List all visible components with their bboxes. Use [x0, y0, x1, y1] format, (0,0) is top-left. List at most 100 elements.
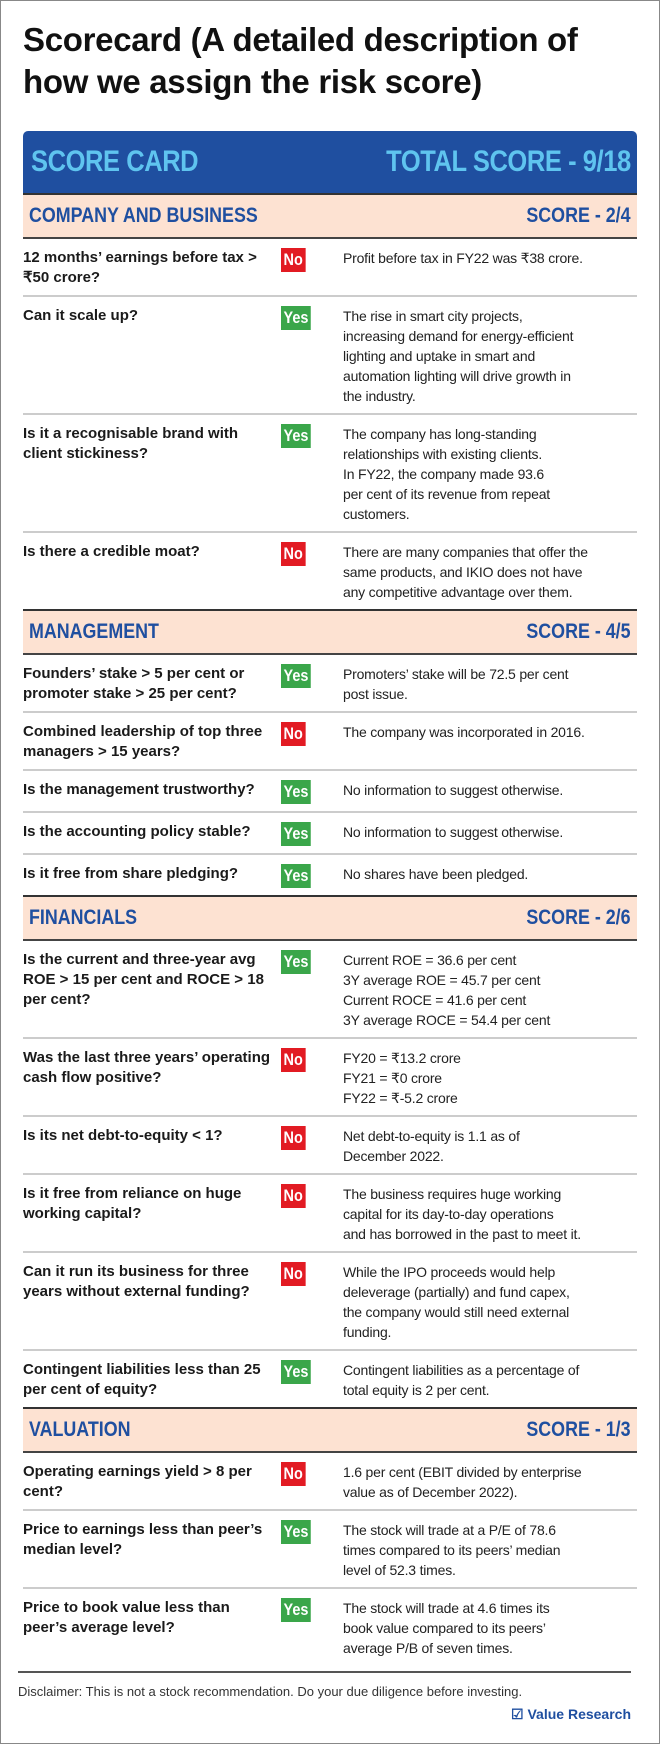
answer-line: Contingent liabilities as a percentage o…: [343, 1362, 580, 1378]
question: Is there a credible moat?: [23, 543, 200, 560]
answer: The company has long-standing relationshi…: [343, 424, 637, 524]
answer: No information to suggest otherwise.: [343, 822, 637, 846]
answer-line: times compared to its peers’ median: [343, 1542, 561, 1558]
question: Is the accounting policy stable?: [23, 823, 251, 840]
answer: The company was incorporated in 2016.: [343, 722, 637, 762]
answer-line: FY20 = ₹13.2 crore: [343, 1050, 461, 1066]
table-row: Combined leadership of top three manager…: [23, 713, 637, 771]
table-row: Is it a recognisable brand with client s…: [23, 415, 637, 533]
badge-cell: Yes: [281, 664, 343, 704]
question: Contingent liabilities less than 25 per …: [23, 1361, 261, 1398]
answer-line: the company would still need external: [343, 1304, 570, 1320]
yes-badge: Yes: [281, 1520, 312, 1544]
table-row: Is the current and three-year avg ROE > …: [23, 941, 637, 1039]
answer-line: and has borrowed in the past to meet it.: [343, 1226, 581, 1242]
section-title: FINANCIALS: [29, 906, 138, 929]
answer-line: relationships with existing clients.: [343, 446, 543, 462]
question: Combined leadership of top three manager…: [23, 723, 263, 760]
answer: Contingent liabilities as a percentage o…: [343, 1360, 637, 1400]
yes-badge: Yes: [281, 1598, 312, 1622]
answer: Current ROE = 36.6 per cent 3Y average RO…: [343, 950, 637, 1030]
table-row: 12 months’ earnings before tax > ₹50 cro…: [23, 239, 637, 297]
answer-line: the industry.: [343, 388, 416, 404]
value-research-logo: ☑ Value Research: [511, 1706, 631, 1722]
answer-line: 1.6 per cent (EBIT divided by enterprise: [343, 1464, 582, 1480]
question: 12 months’ earnings before tax > ₹50 cro…: [23, 249, 257, 286]
answer-line: The company has long-standing: [343, 426, 537, 442]
section-score: SCORE - 2/6: [526, 906, 631, 929]
no-badge: No: [281, 248, 306, 272]
answer-line: No shares have been pledged.: [343, 866, 529, 882]
answer-line: The stock will trade at a P/E of 78.6: [343, 1522, 556, 1538]
no-badge: No: [281, 1462, 306, 1486]
section-title: VALUATION: [29, 1418, 131, 1441]
section-header: MANAGEMENT SCORE - 4/5: [23, 609, 637, 655]
badge-cell: No: [281, 542, 343, 602]
answer-line: Promoters’ stake will be 72.5 per cent: [343, 666, 569, 682]
question: Is the current and three-year avg ROE > …: [23, 951, 264, 1008]
answer-line: book value compared to its peers’: [343, 1620, 546, 1636]
yes-badge: Yes: [281, 424, 312, 448]
answer-line: automation lighting will drive growth in: [343, 368, 571, 384]
yes-badge: Yes: [281, 822, 312, 846]
answer: The stock will trade at a P/E of 78.6 tim…: [343, 1520, 637, 1580]
table-row: Can it scale up? Yes The rise in smart c…: [23, 297, 637, 415]
answer-line: same products, and IKIO does not have: [343, 564, 583, 580]
answer-line: deleverage (partially) and fund capex,: [343, 1284, 570, 1300]
answer-line: total equity is 2 per cent.: [343, 1382, 490, 1398]
answer: There are many companies that offer the s…: [343, 542, 637, 602]
total-score: TOTAL SCORE - 9/18: [386, 145, 631, 178]
table-row: Can it run its business for three years …: [23, 1253, 637, 1351]
answer: No information to suggest otherwise.: [343, 780, 637, 804]
badge-cell: Yes: [281, 1360, 343, 1400]
no-badge: No: [281, 1048, 306, 1072]
badge-cell: No: [281, 1184, 343, 1244]
answer-line: The business requires huge working: [343, 1186, 562, 1202]
answer: FY20 = ₹13.2 crore FY21 = ₹0 crore FY22 = …: [343, 1048, 637, 1108]
question: Can it scale up?: [23, 307, 139, 324]
question: Is it a recognisable brand with client s…: [23, 425, 239, 462]
no-badge: No: [281, 1262, 306, 1286]
table-row: Is it free from reliance on huge working…: [23, 1175, 637, 1253]
badge-cell: No: [281, 1462, 343, 1502]
section-title: COMPANY AND BUSINESS: [29, 204, 258, 227]
section-title: MANAGEMENT: [29, 620, 159, 643]
answer: The rise in smart city projects, increasi…: [343, 306, 637, 406]
answer-line: FY22 = ₹-5.2 crore: [343, 1090, 458, 1106]
answer-line: 3Y average ROE = 45.7 per cent: [343, 972, 541, 988]
answer-line: value as of December 2022).: [343, 1484, 518, 1500]
answer-line: December 2022.: [343, 1148, 444, 1164]
yes-badge: Yes: [281, 864, 312, 888]
answer: Net debt-to-equity is 1.1 as of December …: [343, 1126, 637, 1166]
table-row: Was the last three years’ operating cash…: [23, 1039, 637, 1117]
section-header: VALUATION SCORE - 1/3: [23, 1407, 637, 1453]
yes-badge: Yes: [281, 1360, 312, 1384]
badge-cell: Yes: [281, 822, 343, 846]
sections: COMPANY AND BUSINESS SCORE - 2/4 12 months…: [23, 193, 637, 1665]
answer-line: funding.: [343, 1324, 392, 1340]
badge-cell: Yes: [281, 864, 343, 888]
badge-cell: No: [281, 1048, 343, 1108]
table-row: Is its net debt-to-equity < 1? No Net de…: [23, 1117, 637, 1175]
answer-line: post issue.: [343, 686, 408, 702]
question: Operating earnings yield > 8 per cent?: [23, 1463, 252, 1500]
section-score: SCORE - 1/3: [526, 1418, 631, 1441]
answer-line: No information to suggest otherwise.: [343, 782, 564, 798]
badge-cell: No: [281, 248, 343, 288]
question: Can it run its business for three years …: [23, 1263, 250, 1300]
badge-cell: Yes: [281, 424, 343, 524]
answer-line: Current ROE = 36.6 per cent: [343, 952, 517, 968]
table-row: Operating earnings yield > 8 per cent? N…: [23, 1453, 637, 1511]
table-row: Price to book value less than peer’s ave…: [23, 1589, 637, 1665]
question: Founders’ stake > 5 per cent or promoter…: [23, 665, 245, 702]
yes-badge: Yes: [281, 664, 312, 688]
answer-line: level of 52.3 times.: [343, 1562, 456, 1578]
answer-line: The company was incorporated in 2016.: [343, 724, 585, 740]
answer-line: lighting and uptake in smart and: [343, 348, 536, 364]
answer: The stock will trade at 4.6 times its boo…: [343, 1598, 637, 1658]
question: Is the management trustworthy?: [23, 781, 255, 798]
page-title: Scorecard (A detailed description of how…: [23, 21, 578, 100]
badge-cell: Yes: [281, 306, 343, 406]
question: Price to earnings less than peer’s media…: [23, 1521, 263, 1558]
table-row: Is the management trustworthy? Yes No in…: [23, 771, 637, 813]
